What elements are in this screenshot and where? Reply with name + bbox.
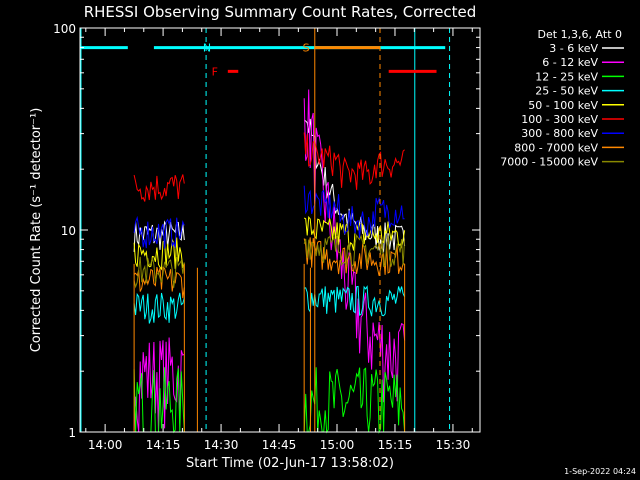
- series-line-1-part-2: [303, 89, 406, 403]
- series-line-7-part-1: [133, 266, 185, 299]
- legend-label-4: 50 - 100 keV: [528, 99, 598, 112]
- x-tick-label-1: 14:15: [146, 438, 181, 452]
- x-tick-label-4: 15:00: [320, 438, 355, 452]
- legend-label-8: 7000 - 15000 keV: [500, 156, 598, 169]
- series-line-2-part-2: [303, 367, 406, 434]
- x-tick-label-2: 14:30: [204, 438, 239, 452]
- y-tick-label-2: 100: [53, 22, 76, 36]
- series-line-6-part-1: [133, 215, 185, 249]
- annotation-s: S: [303, 42, 310, 55]
- series-line-4-part-1: [133, 237, 185, 271]
- y-tick-label-1: 10: [61, 224, 76, 238]
- legend-label-0: 3 - 6 keV: [549, 42, 598, 55]
- x-tick-label-0: 14:00: [88, 438, 123, 452]
- x-tick-label-5: 15:15: [378, 438, 413, 452]
- series-line-4-part-2: [303, 215, 406, 251]
- legend-label-1: 6 - 12 keV: [542, 56, 598, 69]
- series-line-8-part-1: [133, 256, 185, 289]
- series-line-8-part-2: [303, 234, 406, 268]
- footer-timestamp: 1-Sep-2022 04:24: [564, 467, 636, 476]
- x-tick-label-6: 15:30: [436, 438, 471, 452]
- y-axis-label: Corrected Count Rate (s⁻¹ detector⁻¹): [29, 108, 44, 353]
- series-line-0-part-2: [303, 118, 406, 254]
- overlay-layer: NF S: [80, 28, 451, 432]
- data-layer: [133, 89, 406, 434]
- chart-title: RHESSI Observing Summary Count Rates, Co…: [84, 3, 477, 21]
- x-axis-label: Start Time (02-Jun-17 13:58:02): [186, 456, 394, 471]
- x-tick-label-3: 14:45: [262, 438, 297, 452]
- y-tick-label-0: 1: [68, 426, 76, 440]
- legend-label-5: 100 - 300 keV: [521, 113, 598, 126]
- legend-header: Det 1,3,6, Att 0: [538, 28, 622, 41]
- annotation-n: N: [203, 42, 211, 55]
- axes-layer: 1 10 100 14:00 14:15 14:30 14:45 15:00 15:15 15:3…: [53, 22, 480, 452]
- annotation-f: F: [212, 65, 218, 78]
- series-line-2-part-1: [133, 367, 185, 434]
- series-line-6-part-2: [303, 185, 405, 238]
- legend-label-6: 300 - 800 keV: [521, 127, 598, 140]
- legend-label-3: 25 - 50 keV: [535, 85, 598, 98]
- series-line-3-part-2: [304, 285, 406, 317]
- series-line-5-part-1: [133, 174, 185, 202]
- legend-label-2: 12 - 25 keV: [535, 70, 598, 83]
- series-line-3-part-1: [133, 292, 185, 324]
- legend-label-7: 800 - 7000 keV: [514, 141, 598, 154]
- series-line-5-part-2: [303, 132, 405, 190]
